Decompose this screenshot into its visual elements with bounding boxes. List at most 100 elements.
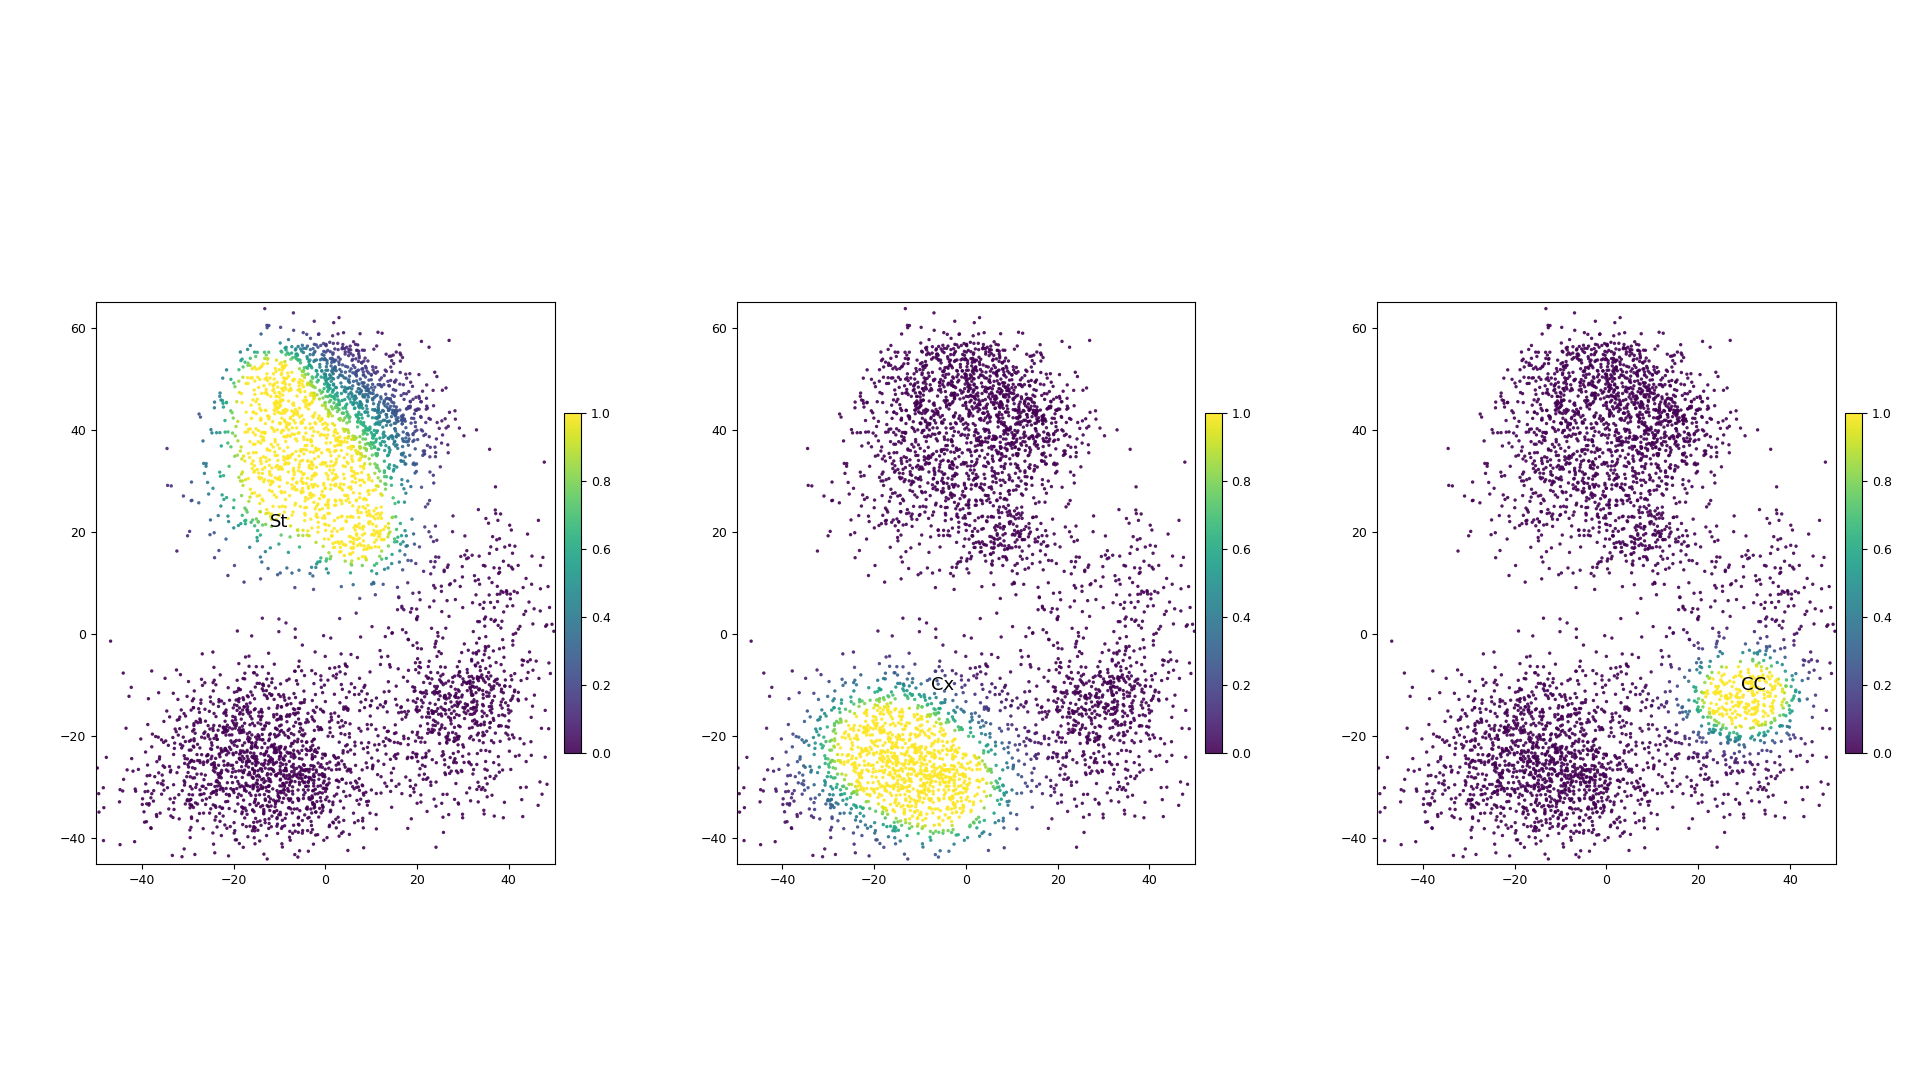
- Point: [165, 666, 196, 684]
- Point: [1509, 463, 1540, 481]
- Point: [353, 421, 384, 438]
- Point: [902, 787, 933, 805]
- Point: [874, 705, 904, 723]
- Point: [1588, 416, 1619, 433]
- Point: [1050, 747, 1081, 765]
- Point: [348, 839, 378, 856]
- Point: [824, 735, 854, 753]
- Point: [196, 800, 227, 818]
- Point: [1002, 387, 1033, 404]
- Point: [1728, 699, 1759, 716]
- Point: [885, 453, 916, 470]
- Point: [1738, 705, 1768, 723]
- Point: [977, 441, 1008, 458]
- Point: [876, 730, 906, 747]
- Point: [1004, 399, 1035, 416]
- Point: [1482, 727, 1513, 744]
- Point: [1496, 719, 1526, 737]
- Point: [1713, 592, 1743, 609]
- Point: [1511, 423, 1542, 441]
- Point: [156, 477, 186, 495]
- Point: [968, 405, 998, 422]
- Point: [1678, 433, 1709, 450]
- Point: [1027, 562, 1058, 579]
- Point: [1670, 391, 1701, 408]
- Point: [1561, 800, 1592, 818]
- Point: [770, 783, 801, 800]
- Point: [929, 343, 960, 361]
- Point: [1670, 481, 1701, 498]
- Point: [1596, 377, 1626, 394]
- Point: [1594, 352, 1624, 369]
- Point: [180, 779, 211, 796]
- Point: [1528, 658, 1559, 675]
- Point: [204, 691, 234, 708]
- Point: [1692, 685, 1722, 702]
- Point: [1014, 377, 1044, 394]
- Point: [524, 670, 555, 687]
- Point: [317, 708, 348, 726]
- Point: [1686, 390, 1716, 407]
- Point: [205, 748, 236, 766]
- Point: [248, 432, 278, 449]
- Point: [1509, 477, 1540, 495]
- Point: [1774, 727, 1805, 744]
- Point: [511, 690, 541, 707]
- Point: [968, 717, 998, 734]
- Point: [933, 360, 964, 377]
- Point: [1140, 681, 1171, 699]
- Point: [1112, 761, 1142, 779]
- Point: [1513, 753, 1544, 770]
- Point: [862, 744, 893, 761]
- Point: [868, 689, 899, 706]
- Point: [902, 566, 933, 583]
- Point: [1546, 397, 1576, 415]
- Point: [365, 435, 396, 453]
- Point: [970, 701, 1000, 718]
- Point: [1033, 703, 1064, 720]
- Point: [426, 645, 457, 662]
- Point: [263, 711, 294, 728]
- Point: [415, 675, 445, 692]
- Point: [872, 696, 902, 713]
- Point: [259, 804, 290, 821]
- Point: [1551, 449, 1582, 467]
- Point: [221, 832, 252, 849]
- Point: [1655, 515, 1686, 532]
- Point: [1054, 598, 1085, 616]
- Point: [837, 783, 868, 800]
- Point: [1530, 377, 1561, 394]
- Point: [943, 553, 973, 570]
- Point: [937, 476, 968, 494]
- Point: [324, 478, 355, 496]
- Point: [860, 737, 891, 754]
- Point: [348, 388, 378, 405]
- Point: [981, 738, 1012, 755]
- Point: [1667, 703, 1697, 720]
- Point: [851, 703, 881, 720]
- Point: [904, 460, 935, 477]
- Point: [1039, 692, 1069, 710]
- Point: [937, 454, 968, 471]
- Point: [1766, 732, 1797, 750]
- Point: [1511, 774, 1542, 792]
- Point: [405, 591, 436, 608]
- Point: [1632, 397, 1663, 415]
- Point: [227, 758, 257, 775]
- Point: [1782, 747, 1812, 765]
- Point: [879, 701, 910, 718]
- Point: [1590, 768, 1620, 785]
- Point: [1083, 693, 1114, 711]
- Point: [816, 810, 847, 827]
- Point: [1490, 704, 1521, 721]
- Point: [962, 424, 993, 442]
- Point: [278, 700, 309, 717]
- Point: [296, 454, 326, 471]
- Point: [336, 450, 367, 468]
- Point: [943, 744, 973, 761]
- Point: [925, 370, 956, 388]
- Point: [916, 774, 947, 792]
- Point: [1014, 519, 1044, 537]
- Point: [852, 567, 883, 584]
- Point: [1613, 379, 1644, 396]
